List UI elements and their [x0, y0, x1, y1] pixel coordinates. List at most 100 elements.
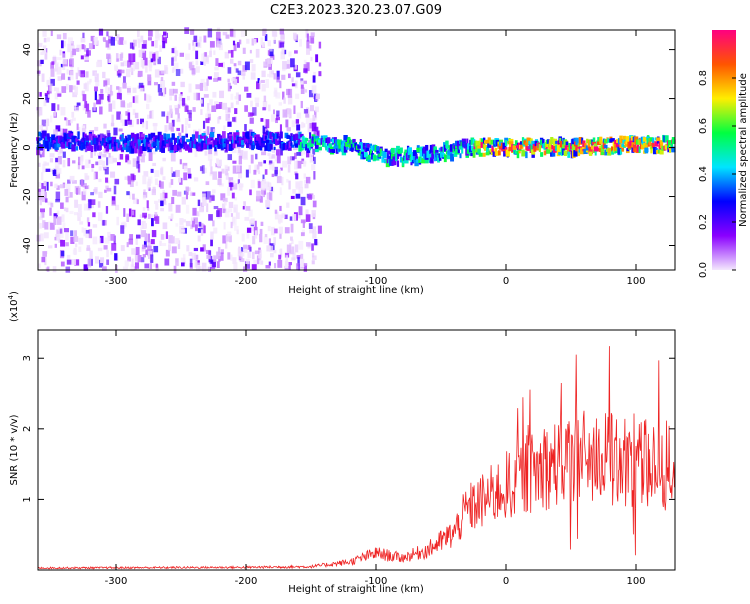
spectrogram-cell: [260, 145, 265, 152]
spectrogram-cell: [193, 247, 199, 252]
spectrogram-cell: [131, 146, 135, 154]
spectrogram-cell: [282, 91, 285, 100]
spectrogram-cell: [314, 106, 319, 113]
spectrogram-cell: [86, 217, 90, 223]
spectrogram-cell: [472, 139, 476, 146]
spectrogram-cell: [49, 83, 53, 92]
spectrogram-cell: [466, 138, 469, 146]
spectrogram-cell: [526, 146, 530, 151]
spectrogram-cell: [221, 168, 225, 174]
spectrogram-cell: [36, 234, 41, 242]
spectrogram-cell: [343, 146, 348, 153]
spectrogram-cell: [179, 229, 185, 233]
spectrogram-cell: [213, 72, 219, 79]
spectrogram-cell: [140, 35, 144, 42]
spectrogram-cell: [600, 151, 604, 155]
spectrogram-cell: [458, 145, 463, 150]
spectrogram-cell: [274, 263, 277, 269]
spectrogram-cell: [297, 140, 300, 144]
spectrogram-cell: [292, 189, 296, 194]
spectrogram-cell: [262, 125, 267, 133]
spectrogram-cell: [307, 194, 312, 200]
spectrogram-cell: [67, 76, 71, 81]
spectrogram-ytick-label: 0: [22, 144, 33, 150]
spectrogram-cell: [132, 87, 137, 93]
spectrogram-cell: [228, 134, 233, 138]
spectrogram-cell: [253, 259, 257, 266]
spectrogram-cell: [231, 77, 235, 81]
spectrogram-cell: [294, 80, 298, 89]
spectrogram-cell: [350, 139, 355, 144]
spectrogram-cell: [279, 131, 283, 139]
spectrogram-cell: [127, 60, 132, 68]
spectrogram-cell: [119, 153, 124, 160]
spectrogram-cell: [60, 202, 64, 209]
spectrogram-cell: [286, 127, 291, 132]
spectrogram-cell: [261, 83, 266, 92]
spectrogram-cell: [305, 115, 311, 124]
spectrogram-cell: [124, 176, 128, 180]
spectrogram-cell: [61, 86, 67, 93]
spectrogram-cell: [205, 118, 210, 124]
spectrogram-cell: [300, 78, 304, 83]
spectrogram-cell: [556, 144, 561, 151]
spectrogram-cell: [160, 88, 166, 97]
spectrogram-cell: [41, 119, 47, 127]
spectrogram-cell: [74, 106, 79, 112]
spectrogram-cell: [108, 140, 113, 144]
spectrogram-cell: [176, 118, 181, 123]
spectrogram-cell: [290, 58, 295, 68]
spectrogram-cell: [217, 141, 221, 149]
spectrogram-cell: [192, 207, 197, 216]
spectrogram-cell: [64, 188, 69, 196]
spectrogram-cell: [318, 71, 322, 77]
spectrogram-cell: [94, 187, 98, 195]
spectrogram-cell: [46, 37, 50, 42]
spectrogram-cell: [644, 142, 649, 148]
spectrogram-cell: [396, 160, 400, 167]
spectrogram-cell: [277, 214, 283, 223]
spectrogram-cell: [168, 235, 173, 244]
spectrogram-cell: [57, 148, 62, 156]
spectrogram-cell: [147, 233, 150, 243]
spectrogram-cell: [443, 154, 447, 163]
spectrogram-cell: [157, 84, 162, 93]
spectrogram-cell: [137, 219, 141, 226]
spectrogram-cell: [190, 224, 193, 230]
spectrogram-cell: [114, 178, 120, 185]
spectrogram-cell: [381, 157, 385, 163]
spectrogram-cell: [301, 160, 307, 164]
spectrogram-cell: [132, 53, 136, 62]
spectrogram-cell: [94, 71, 97, 78]
spectrogram-cell: [68, 142, 73, 150]
spectrogram-cell: [445, 143, 449, 149]
spectrogram-cell: [105, 40, 110, 48]
spectrogram-cell: [257, 78, 260, 83]
spectrogram-cell: [289, 246, 295, 255]
spectrogram-cell: [306, 49, 310, 55]
spectrogram-cell: [560, 146, 564, 154]
spectrogram-cell: [54, 92, 58, 100]
spectrogram-cell: [227, 107, 231, 113]
spectrogram-cell: [243, 266, 248, 272]
colorbar-tick-label: 0.8: [698, 70, 709, 86]
spectrogram-cell: [87, 109, 91, 118]
spectrogram-cell: [259, 228, 263, 234]
spectrogram-cell: [37, 263, 41, 269]
spectrogram-cell: [295, 182, 300, 190]
spectrogram-cell: [56, 66, 62, 75]
spectrogram-cell: [303, 59, 307, 67]
spectrogram-cell: [242, 47, 246, 54]
spectrogram-cell: [311, 85, 317, 94]
spectrogram-cell: [104, 166, 109, 175]
spectrogram-cell: [72, 160, 76, 164]
spectrogram-cell: [205, 56, 209, 63]
spectrogram-cell: [155, 263, 158, 268]
spectrogram-cell: [205, 249, 211, 255]
spectrogram-cell: [105, 85, 108, 93]
spectrogram-cell: [208, 214, 213, 221]
spectrogram-cell: [59, 128, 64, 137]
spectrogram-cell: [286, 64, 290, 69]
spectrogram-cell: [269, 245, 274, 252]
spectrogram-cell: [454, 148, 460, 155]
